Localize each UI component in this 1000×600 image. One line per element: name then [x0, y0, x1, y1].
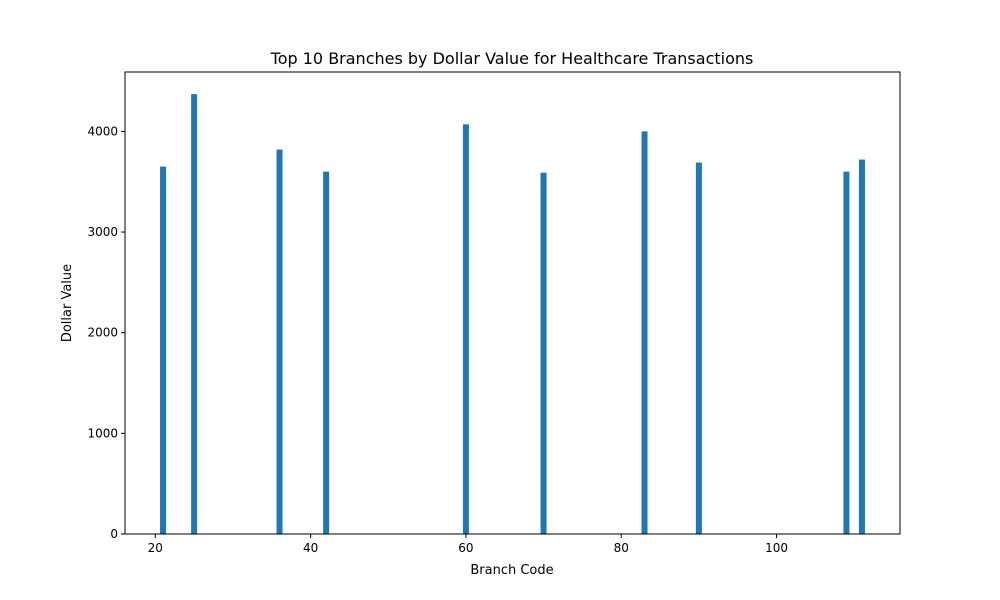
- x-tick-label: 100: [765, 541, 788, 555]
- bar-branch-60: [462, 124, 469, 534]
- bar-branch-111: [858, 159, 865, 534]
- bar-branch-70: [540, 172, 547, 534]
- x-tick-label: 60: [458, 541, 473, 555]
- x-tick-label: 80: [614, 541, 629, 555]
- x-axis-ticks: 20 40 60 80 100: [148, 534, 788, 555]
- bars-group: [160, 94, 865, 535]
- x-axis-label: Branch Code: [470, 563, 553, 578]
- bar-branch-109: [843, 171, 850, 534]
- chart-title: Top 10 Branches by Dollar Value for Heal…: [270, 49, 754, 68]
- y-tick-label: 2000: [87, 326, 118, 340]
- bar-branch-42: [323, 171, 330, 534]
- bar-branch-83: [641, 131, 648, 534]
- y-axis-ticks: 0 1000 2000 3000 4000: [87, 124, 125, 541]
- y-tick-label: 3000: [87, 225, 118, 239]
- y-tick-label: 4000: [87, 124, 118, 138]
- bar-branch-21: [160, 166, 167, 535]
- bar-branch-36: [276, 149, 283, 534]
- y-tick-label: 0: [110, 527, 118, 541]
- bar-branch-25: [191, 94, 198, 534]
- x-tick-label: 40: [303, 541, 318, 555]
- x-tick-label: 20: [148, 541, 163, 555]
- bar-branch-90: [695, 162, 702, 534]
- plot-frame: [124, 71, 901, 535]
- y-tick-label: 1000: [87, 426, 118, 440]
- y-axis-label: Dollar Value: [60, 264, 75, 342]
